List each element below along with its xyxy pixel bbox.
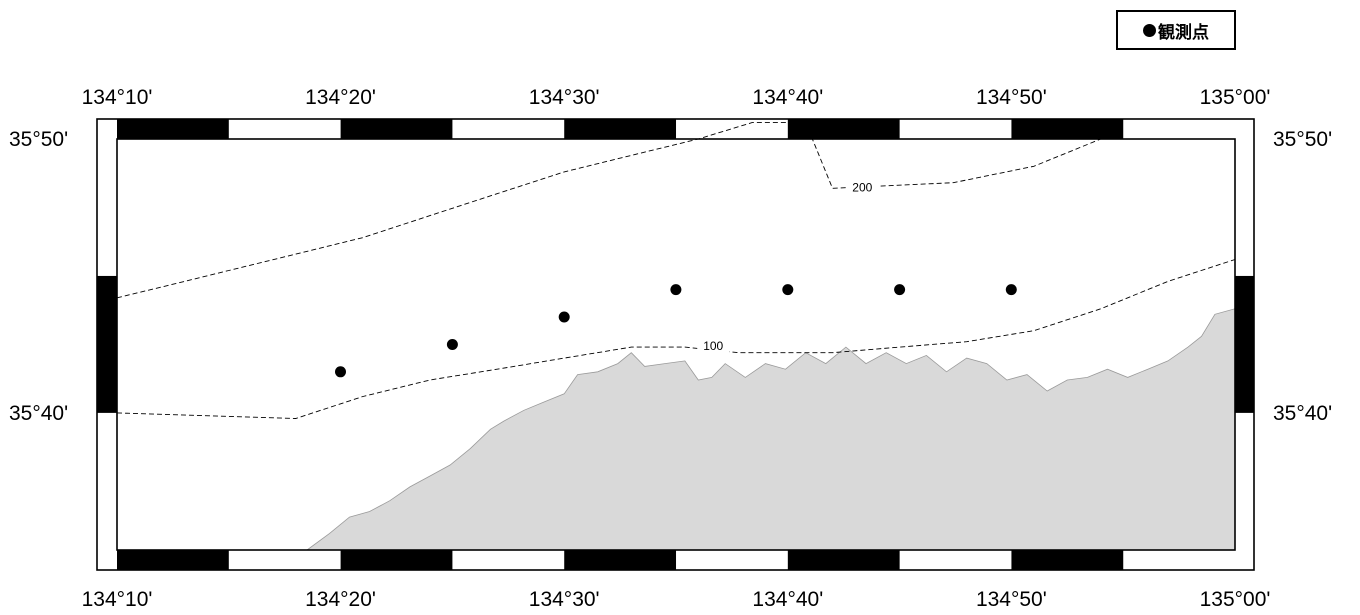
lon-tick-label-bottom: 135°00' — [1200, 588, 1271, 611]
lon-tick-label-top: 134°40' — [752, 86, 823, 109]
frame-bar-top — [117, 119, 229, 139]
frame-bar-top — [564, 119, 677, 139]
frame-bar-left — [97, 275, 117, 413]
frame-bar-bottom — [340, 550, 453, 570]
lon-tick-label-top: 135°00' — [1200, 86, 1271, 109]
station-layer — [335, 284, 1017, 378]
frame-bar-bottom — [564, 550, 677, 570]
frame-bar-top — [1011, 119, 1124, 139]
contour-label-bg — [846, 179, 879, 195]
station-point — [782, 284, 794, 296]
contour-label-bg — [697, 338, 730, 354]
station-point — [558, 311, 570, 323]
legend: 観測点 — [1116, 10, 1236, 50]
station-point — [670, 284, 682, 296]
station-point — [446, 339, 458, 350]
frame-bar-top — [787, 119, 900, 139]
station-point — [1005, 284, 1017, 296]
contour-layer: 200 100 — [116, 122, 1236, 419]
land-layer — [305, 308, 1236, 551]
lon-tick-label-bottom: 134°30' — [529, 588, 600, 611]
lat-tick-label-left: 35°40' — [9, 402, 68, 425]
legend-label: 観測点 — [1158, 22, 1209, 43]
lat-tick-label-right: 35°40' — [1273, 402, 1332, 425]
station-point — [335, 366, 346, 378]
frame-bar-bottom — [117, 550, 229, 570]
lon-tick-label-top: 134°50' — [976, 86, 1047, 109]
frame-bar-top — [340, 119, 453, 139]
lon-tick-label-bottom: 134°50' — [976, 588, 1047, 611]
map-frame — [96, 118, 1255, 571]
contour-label-200: 200 — [852, 180, 872, 194]
lat-tick-label-left: 35°50' — [9, 128, 68, 151]
lon-tick-label-top: 134°10' — [82, 86, 153, 109]
tick-labels: 134°10' 134°10' 134°20' 134°20' 134°30' 134°3… — [9, 86, 1332, 611]
lon-tick-label-bottom: 134°40' — [752, 588, 823, 611]
lon-tick-label-top: 134°30' — [529, 86, 600, 109]
land-area — [305, 308, 1236, 551]
station-point — [894, 284, 906, 296]
lon-tick-label-bottom: 134°20' — [305, 588, 376, 611]
lon-tick-label-top: 134°20' — [305, 86, 376, 109]
contour-200 — [116, 122, 1235, 299]
contour-label-100: 100 — [703, 339, 723, 353]
lat-tick-label-right: 35°50' — [1273, 128, 1332, 151]
frame-bar-bottom — [787, 550, 900, 570]
dot-icon — [1143, 23, 1156, 37]
frame-bar-bottom — [1011, 550, 1124, 570]
frame-bar-right — [1235, 275, 1254, 413]
lon-tick-label-bottom: 134°10' — [82, 588, 153, 611]
